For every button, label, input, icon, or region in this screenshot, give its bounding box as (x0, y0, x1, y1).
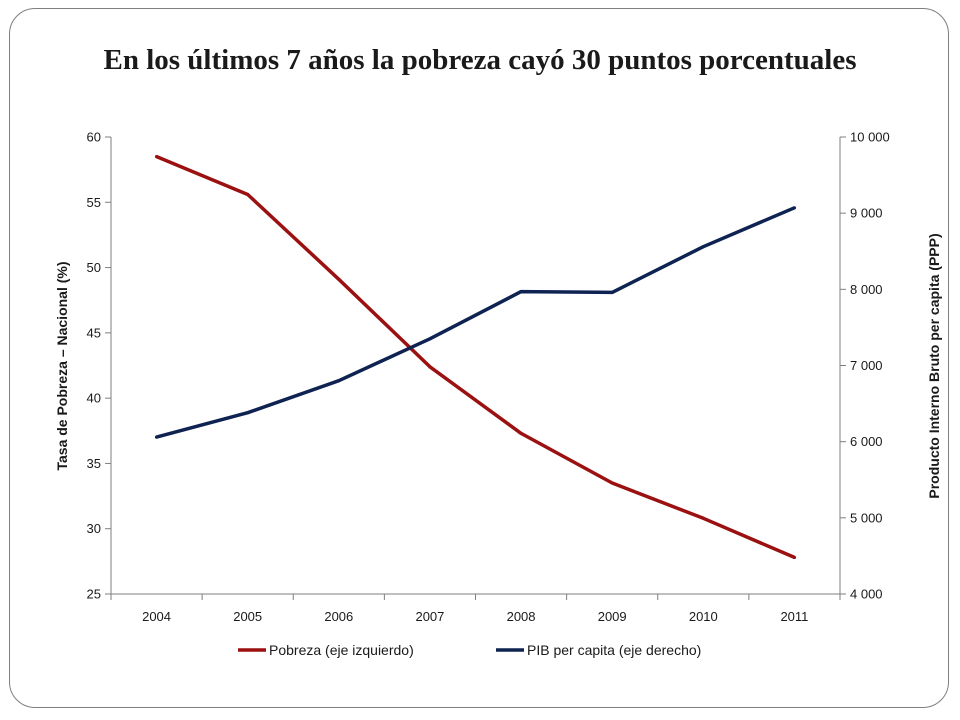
pib-data-point (246, 411, 250, 415)
series-line-pobreza (155, 154, 796, 560)
pobreza-data-point (337, 277, 341, 281)
y-left-tick-label: 25 (87, 587, 101, 602)
pib-data-point (428, 337, 432, 341)
y-left-tick-label: 60 (87, 130, 101, 145)
pib-data-point (337, 379, 341, 383)
chart-legend: Pobreza (eje izquierdo) PIB per capita (… (238, 642, 701, 658)
y-right-tick-label: 10 000 (850, 130, 890, 145)
legend-label-pobreza: Pobreza (eje izquierdo) (269, 642, 414, 658)
chart-series (154, 154, 797, 560)
x-tick-label: 2004 (142, 609, 171, 624)
x-tick-label: 2007 (415, 609, 444, 624)
x-tick-label: 2011 (780, 609, 808, 624)
x-tick-label: 2008 (507, 609, 536, 624)
legend-label-pib: PIB per capita (eje derecho) (527, 642, 701, 658)
pobreza-data-point (428, 365, 432, 369)
chart-axes: 25 30 35 40 45 50 55 60 4 000 5 000 6 000 7 000 8 00… (87, 130, 890, 625)
y-right-tick-label: 6 000 (850, 434, 883, 449)
y-right-tick-label: 7 000 (850, 358, 883, 373)
pib-data-point (519, 290, 523, 294)
x-tick-label: 2009 (598, 609, 627, 624)
y-left-axis-title: Tasa de Pobreza – Nacional (%) (54, 261, 70, 470)
y-right-axis-title: Producto Interno Bruto per capita (PPP) (926, 233, 942, 498)
slide-title: En los últimos 7 años la pobreza cayó 30… (103, 44, 857, 76)
slide-frame (9, 8, 949, 708)
y-left-tick-label: 45 (87, 325, 101, 340)
pobreza-data-point (701, 516, 705, 520)
y-left-tick-label: 50 (87, 260, 101, 275)
y-left-tick-label: 40 (87, 391, 101, 406)
y-left-tick-label: 55 (87, 195, 101, 210)
pib-data-point (701, 245, 705, 249)
pib-data-point (154, 435, 159, 439)
x-tick-label: 2010 (689, 609, 718, 624)
y-left-tick-label: 35 (87, 456, 101, 471)
pobreza-data-point (246, 192, 250, 197)
x-tick-label: 2006 (324, 609, 353, 624)
series-line-pib (156, 206, 796, 439)
y-right-tick-label: 4 000 (850, 587, 883, 602)
y-right-tick-label: 8 000 (850, 282, 883, 297)
pib-data-point (792, 206, 797, 210)
y-right-tick-label: 9 000 (850, 206, 883, 221)
y-right-tick-label: 5 000 (850, 510, 883, 525)
pobreza-data-point (519, 431, 523, 435)
x-tick-label: 2005 (233, 609, 262, 624)
pobreza-data-point (154, 154, 159, 159)
pib-data-point (610, 290, 614, 294)
y-left-tick-label: 30 (87, 521, 101, 536)
pobreza-data-point (792, 555, 797, 560)
pobreza-data-point (610, 481, 614, 485)
